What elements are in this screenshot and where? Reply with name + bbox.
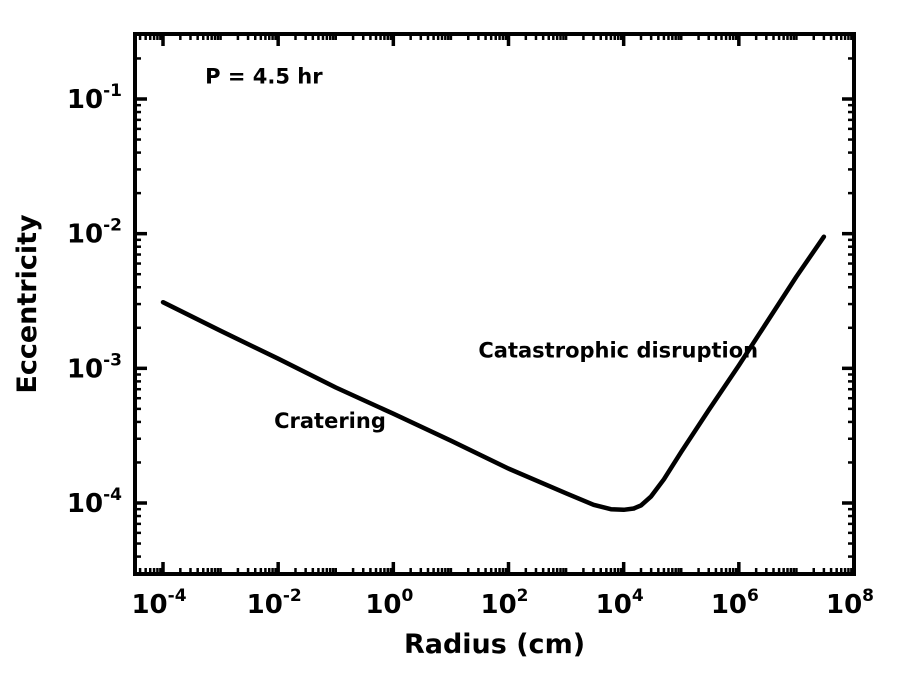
x-tick-label: 108 xyxy=(826,586,874,620)
y-tick-label: 10-2 xyxy=(67,216,122,250)
x-tick-label: 102 xyxy=(480,586,528,620)
y-tick-label: 10-4 xyxy=(67,485,122,519)
x-tick-base: 10 xyxy=(711,590,747,620)
x-tick-base: 10 xyxy=(596,590,632,620)
y-tick-exponent: -2 xyxy=(103,216,122,236)
x-tick-exponent: 2 xyxy=(517,586,529,606)
series-line xyxy=(160,234,827,513)
annotation-cratering: Cratering xyxy=(274,409,386,433)
x-tick-base: 10 xyxy=(480,590,516,620)
x-tick-base: 10 xyxy=(131,590,167,620)
x-tick-exponent: 6 xyxy=(747,586,759,606)
x-tick-label: 104 xyxy=(596,586,644,620)
x-tick-labels: 10-4 10-2 100 102 104 106 108 xyxy=(131,586,874,620)
x-tick-exponent: 8 xyxy=(862,586,874,606)
x-tick-exponent: -2 xyxy=(283,586,302,606)
ticks-layer xyxy=(135,33,856,575)
x-tick-exponent: -4 xyxy=(168,586,187,606)
x-tick-label: 10-2 xyxy=(247,586,302,620)
y-tick-labels: 10-410-310-210-1 xyxy=(67,81,122,519)
x-tick-label: 106 xyxy=(711,586,759,620)
y-tick-base: 10 xyxy=(67,220,103,250)
y-tick-base: 10 xyxy=(67,85,103,115)
y-tick-label: 10-1 xyxy=(67,81,122,115)
x-tick-exponent: 0 xyxy=(402,586,414,606)
y-tick-exponent: -3 xyxy=(103,350,122,370)
annotation-period: P = 4.5 hr xyxy=(205,65,323,89)
y-tick-label: 10-3 xyxy=(67,350,122,384)
x-tick-base: 10 xyxy=(365,590,401,620)
annotation-catastrophic-disruption: Catastrophic disruption xyxy=(478,339,758,363)
x-axis-title: Radius (cm) xyxy=(404,629,585,660)
x-tick-label: 10-4 xyxy=(131,586,186,620)
y-tick-base: 10 xyxy=(67,354,103,384)
annotations: P = 4.5 hr Catastrophic disruption Crate… xyxy=(205,65,758,433)
y-tick-exponent: -4 xyxy=(103,485,122,505)
x-tick-base: 10 xyxy=(247,590,283,620)
y-tick-base: 10 xyxy=(67,489,103,519)
y-tick-exponent: -1 xyxy=(103,81,122,101)
y-axis-title: Eccentricity xyxy=(12,214,43,394)
x-tick-exponent: 4 xyxy=(632,586,644,606)
x-tick-label: 100 xyxy=(365,586,413,620)
x-tick-base: 10 xyxy=(826,590,862,620)
plot-frame xyxy=(133,32,856,576)
